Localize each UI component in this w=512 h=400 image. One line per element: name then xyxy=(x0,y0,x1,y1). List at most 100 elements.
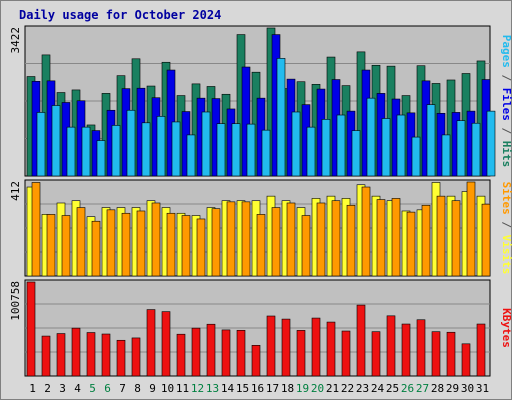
bar-kbytes-day-23 xyxy=(356,304,366,377)
x-tick-day-2: 2 xyxy=(44,382,51,395)
bar-sites-day-15 xyxy=(241,201,251,277)
bar-kbytes-day-9 xyxy=(146,309,156,377)
bar-sites-day-2 xyxy=(46,214,56,277)
bar-pages-day-20 xyxy=(321,119,331,177)
bar-pages-day-2 xyxy=(51,105,61,177)
bar-kbytes-day-31 xyxy=(476,323,486,377)
bar-pages-day-5 xyxy=(96,140,106,177)
bar-pages-day-31 xyxy=(486,110,496,177)
x-tick-day-24: 24 xyxy=(371,382,385,395)
x-tick-day-11: 11 xyxy=(176,382,189,395)
x-tick-day-8: 8 xyxy=(134,382,141,395)
bar-kbytes-day-12 xyxy=(191,327,201,377)
bar-pages-day-16 xyxy=(261,129,271,177)
x-tick-day-12: 12 xyxy=(191,382,204,395)
bar-sites-day-18 xyxy=(286,202,296,277)
bar-pages-day-3 xyxy=(66,126,76,177)
bar-kbytes-day-19 xyxy=(296,330,306,377)
bar-sites-day-23 xyxy=(361,186,371,277)
bar-sites-day-5 xyxy=(91,220,101,277)
bar-sites-day-4 xyxy=(76,207,86,277)
bar-kbytes-day-5 xyxy=(86,332,96,377)
y-axis-max-label: 412 xyxy=(9,181,22,201)
bar-kbytes-day-13 xyxy=(206,323,216,377)
bar-sites-day-31 xyxy=(481,203,491,277)
x-tick-day-22: 22 xyxy=(341,382,354,395)
x-tick-day-10: 10 xyxy=(161,382,174,395)
y-axis-max-label: 100758 xyxy=(9,281,22,321)
bar-kbytes-day-22 xyxy=(341,330,351,377)
x-tick-day-15: 15 xyxy=(236,382,249,395)
bar-pages-day-7 xyxy=(126,109,136,177)
bar-sites-day-9 xyxy=(151,202,161,277)
bar-kbytes-day-10 xyxy=(161,311,171,377)
bar-kbytes-day-17 xyxy=(266,315,276,377)
panel-hits-files-pages: 3422 Pages / Files / Hits xyxy=(9,25,512,177)
bar-pages-day-23 xyxy=(366,97,376,177)
legend-part: / xyxy=(500,68,512,88)
bar-kbytes-day-20 xyxy=(311,317,321,377)
legend-part: Pages xyxy=(500,35,512,68)
bar-sites-day-28 xyxy=(436,195,446,277)
panel-kbytes: 100758 KBytes xyxy=(9,279,512,377)
x-tick-day-16: 16 xyxy=(251,382,264,395)
x-tick-day-20: 20 xyxy=(311,382,324,395)
bar-kbytes-day-29 xyxy=(446,331,456,377)
bar-pages-day-14 xyxy=(231,123,241,177)
axis-legend-label: Sites / Visits xyxy=(500,182,512,275)
bar-pages-day-21 xyxy=(336,114,346,177)
bar-sites-day-27 xyxy=(421,204,431,277)
x-tick-day-18: 18 xyxy=(281,382,294,395)
legend-part: KBytes xyxy=(500,308,512,348)
bar-kbytes-day-30 xyxy=(461,343,471,377)
bar-kbytes-day-2 xyxy=(41,335,51,377)
bar-pages-day-12 xyxy=(201,111,211,177)
chart-title: Daily usage for October 2024 xyxy=(19,8,221,22)
bar-sites-day-25 xyxy=(391,198,401,277)
x-tick-day-29: 29 xyxy=(446,382,459,395)
bar-pages-day-30 xyxy=(471,122,481,177)
bar-kbytes-day-14 xyxy=(221,329,231,377)
bar-pages-day-18 xyxy=(291,111,301,177)
bar-pages-day-28 xyxy=(441,134,451,177)
bar-kbytes-day-6 xyxy=(101,333,111,377)
bar-sites-day-16 xyxy=(256,214,266,277)
x-tick-day-19: 19 xyxy=(296,382,309,395)
bar-sites-day-1 xyxy=(31,182,41,277)
x-tick-day-27: 27 xyxy=(416,382,429,395)
bar-pages-day-24 xyxy=(381,118,391,177)
x-tick-day-26: 26 xyxy=(401,382,414,395)
bar-kbytes-day-4 xyxy=(71,327,81,377)
x-tick-day-25: 25 xyxy=(386,382,399,395)
bar-sites-day-21 xyxy=(331,200,341,277)
x-tick-day-30: 30 xyxy=(461,382,474,395)
x-tick-day-21: 21 xyxy=(326,382,339,395)
bar-kbytes-day-26 xyxy=(401,323,411,377)
bar-sites-day-13 xyxy=(211,208,221,277)
x-tick-day-17: 17 xyxy=(266,382,279,395)
legend-part: / xyxy=(500,121,512,141)
bar-sites-day-7 xyxy=(121,212,131,277)
x-tick-labels: 1 2 3 4 5 6 7 8 9 10 11 12 13 14 15 16 17 18 19 20 21 22 23 24 2… xyxy=(29,382,489,395)
bar-pages-day-27 xyxy=(426,104,436,177)
legend-part: Files xyxy=(500,88,512,121)
bar-kbytes-day-21 xyxy=(326,321,336,377)
bar-pages-day-8 xyxy=(141,122,151,177)
bar-pages-day-15 xyxy=(246,123,256,177)
axis-legend-label: KBytes xyxy=(500,308,512,348)
bar-kbytes-day-7 xyxy=(116,339,126,377)
x-tick-day-3: 3 xyxy=(59,382,66,395)
bar-pages-day-9 xyxy=(156,116,166,177)
bar-pages-day-11 xyxy=(186,134,196,177)
bar-sites-day-30 xyxy=(466,181,476,277)
legend-part: / xyxy=(500,215,512,235)
bar-pages-day-6 xyxy=(111,125,121,177)
x-tick-day-31: 31 xyxy=(476,382,489,395)
bar-sites-day-6 xyxy=(106,209,116,277)
x-tick-day-6: 6 xyxy=(104,382,111,395)
bar-pages-day-29 xyxy=(456,120,466,177)
x-tick-day-4: 4 xyxy=(74,382,81,395)
bar-sites-day-11 xyxy=(181,215,191,277)
bar-files-day-15 xyxy=(241,66,251,177)
x-tick-day-14: 14 xyxy=(221,382,235,395)
